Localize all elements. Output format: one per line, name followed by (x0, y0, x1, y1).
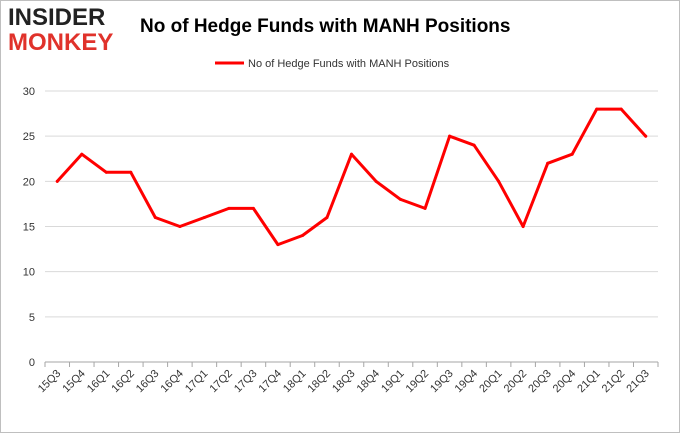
x-tick-label: 16Q1 (85, 368, 113, 396)
axes (44, 361, 659, 367)
x-tick-label: 20Q2 (502, 368, 530, 396)
data-point (104, 170, 108, 174)
data-point (55, 179, 59, 183)
x-tick-label: 16Q3 (134, 368, 162, 396)
x-tick-label: 16Q4 (158, 368, 186, 396)
x-tick-label: 17Q1 (183, 368, 211, 396)
y-tick-label: 0 (29, 357, 35, 369)
legend: No of Hedge Funds with MANH Positions (215, 58, 450, 70)
data-point (521, 225, 525, 228)
insider-monkey-logo: INSIDER MONKEY (8, 6, 128, 55)
x-tick-label: 17Q2 (207, 368, 235, 396)
data-point (153, 215, 157, 219)
x-tick-label: 18Q3 (330, 368, 358, 396)
series-line (55, 107, 648, 247)
x-tick-label: 20Q3 (526, 368, 554, 396)
data-point (251, 206, 255, 210)
x-tick-label: 20Q4 (551, 368, 579, 396)
data-point (202, 215, 206, 219)
x-tick-label: 21Q2 (600, 368, 628, 396)
series-group (55, 107, 648, 247)
y-tick-label: 15 (23, 222, 35, 234)
x-tick-label: 16Q2 (109, 368, 137, 396)
data-point (399, 197, 403, 201)
x-tick-label: 18Q4 (355, 368, 383, 396)
y-tick-label: 20 (23, 176, 35, 188)
x-tick-label: 19Q1 (379, 368, 407, 396)
data-point (350, 152, 353, 156)
x-tick-label: 19Q3 (428, 368, 456, 396)
x-tick-label: 15Q4 (60, 368, 88, 396)
data-point (80, 152, 84, 156)
data-point (374, 179, 378, 183)
x-tick-label: 17Q3 (232, 368, 260, 396)
data-point (178, 225, 182, 228)
x-tick-label: 18Q2 (306, 368, 334, 396)
data-point (129, 170, 133, 174)
y-axis-tick-labels: 0 5 10 15 20 25 30 (23, 86, 35, 369)
x-tick-label: 21Q1 (575, 368, 603, 396)
data-point (497, 179, 501, 183)
x-axis-tick-labels: 15Q315Q416Q116Q216Q316Q417Q117Q217Q317Q4… (36, 368, 652, 396)
gridlines (45, 90, 658, 318)
data-point (472, 143, 476, 147)
data-point (595, 107, 599, 111)
x-tick-label: 15Q3 (36, 368, 64, 396)
data-point (325, 215, 329, 219)
data-point (570, 152, 574, 156)
data-point (644, 134, 648, 138)
data-point (227, 206, 231, 210)
y-tick-label: 5 (29, 312, 35, 324)
legend-label: No of Hedge Funds with MANH Positions (248, 58, 450, 70)
logo-line-1: INSIDER (8, 4, 106, 31)
y-tick-label: 10 (23, 267, 35, 279)
data-point (300, 234, 304, 238)
x-tick-label: 18Q1 (281, 368, 309, 396)
data-point (619, 107, 623, 111)
data-point (546, 161, 550, 165)
data-point (276, 243, 280, 247)
x-tick-label: 19Q4 (453, 368, 481, 396)
chart-title: No of Hedge Funds with MANH Positions (140, 16, 511, 37)
y-tick-label: 30 (23, 86, 35, 98)
x-tick-label: 19Q2 (404, 368, 432, 396)
x-tick-label: 17Q4 (257, 368, 285, 396)
logo-line-2: MONKEY (8, 29, 114, 56)
y-tick-label: 25 (23, 131, 35, 143)
data-point (448, 134, 452, 138)
x-tick-label: 20Q1 (477, 368, 505, 396)
x-tick-label: 21Q3 (624, 368, 652, 396)
data-point (423, 206, 427, 210)
